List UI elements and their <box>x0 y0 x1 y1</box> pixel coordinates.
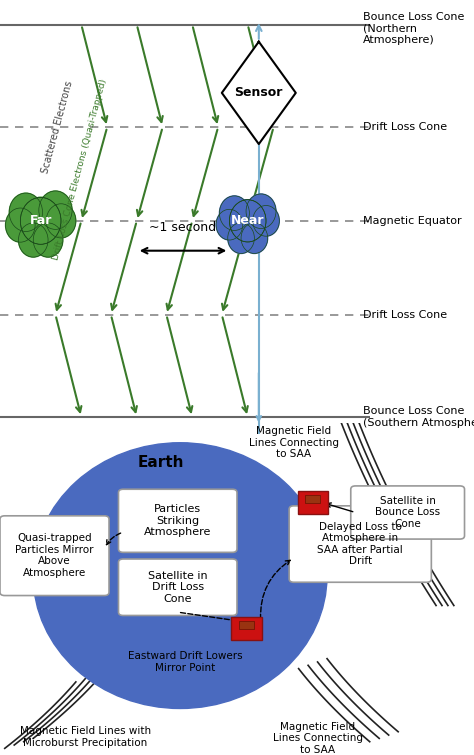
Text: Satellite in
Bounce Loss
Cone: Satellite in Bounce Loss Cone <box>375 496 440 529</box>
Circle shape <box>20 197 61 245</box>
Ellipse shape <box>33 442 327 708</box>
Circle shape <box>228 223 255 254</box>
Circle shape <box>9 193 43 232</box>
Text: Magnetic Field
Lines Connecting
to SAA: Magnetic Field Lines Connecting to SAA <box>273 722 363 755</box>
Circle shape <box>18 223 48 257</box>
Text: Near: Near <box>231 214 264 227</box>
Text: Particles
Striking
Atmosphere: Particles Striking Atmosphere <box>144 504 211 538</box>
Text: Sensor: Sensor <box>235 86 283 100</box>
FancyBboxPatch shape <box>305 495 320 503</box>
Circle shape <box>6 208 35 242</box>
Polygon shape <box>222 42 296 144</box>
Text: Far: Far <box>29 214 52 227</box>
Circle shape <box>33 223 63 257</box>
Circle shape <box>229 200 266 242</box>
FancyBboxPatch shape <box>298 491 328 514</box>
Text: Magnetic Field
Lines Connecting
to SAA: Magnetic Field Lines Connecting to SAA <box>249 426 339 459</box>
FancyBboxPatch shape <box>0 516 109 596</box>
Circle shape <box>216 209 243 240</box>
Circle shape <box>229 200 266 242</box>
FancyBboxPatch shape <box>239 621 254 629</box>
Text: Drift Loss Cone: Drift Loss Cone <box>363 310 447 319</box>
Text: Scattered Electrons: Scattered Electrons <box>40 79 74 174</box>
Text: Satellite in
Drift Loss
Cone: Satellite in Drift Loss Cone <box>148 571 208 604</box>
Text: Magnetic Equator: Magnetic Equator <box>363 216 461 226</box>
Circle shape <box>241 223 268 254</box>
Text: Bounce Loss Cone
(Southern Atmosphere): Bounce Loss Cone (Southern Atmosphere) <box>363 406 474 428</box>
Text: ~1 second: ~1 second <box>149 220 217 233</box>
Circle shape <box>219 196 249 230</box>
FancyBboxPatch shape <box>289 506 431 582</box>
Text: Magnetic Field Lines with
Microburst Precipitation: Magnetic Field Lines with Microburst Pre… <box>20 726 151 747</box>
Circle shape <box>253 205 279 236</box>
FancyBboxPatch shape <box>118 489 237 553</box>
Text: Drift Loss Cone: Drift Loss Cone <box>363 122 447 132</box>
Circle shape <box>246 194 276 229</box>
Text: Drift Loss Cone Electrons (Quasi-Trapped): Drift Loss Cone Electrons (Quasi-Trapped… <box>51 78 108 261</box>
Circle shape <box>39 191 72 230</box>
FancyBboxPatch shape <box>118 559 237 615</box>
FancyBboxPatch shape <box>351 486 465 539</box>
Text: Quasi-trapped
Particles Mirror
Above
Atmosphere: Quasi-trapped Particles Mirror Above Atm… <box>15 533 94 578</box>
FancyBboxPatch shape <box>231 617 262 640</box>
Text: Eastward Drift Lowers
Mirror Point: Eastward Drift Lowers Mirror Point <box>128 651 242 673</box>
Text: Bounce Loss Cone
(Northern
Atmosphere): Bounce Loss Cone (Northern Atmosphere) <box>363 12 464 45</box>
Text: Delayed Loss to
Atmosphere in
SAA after Partial
Drift: Delayed Loss to Atmosphere in SAA after … <box>318 522 403 566</box>
Text: Earth: Earth <box>138 455 184 470</box>
Circle shape <box>46 204 76 238</box>
Circle shape <box>20 197 61 245</box>
